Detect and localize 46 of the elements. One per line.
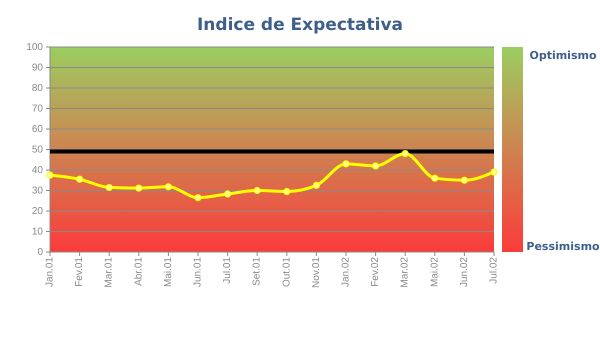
y-tick-label: 100 bbox=[26, 42, 44, 54]
x-tick-label: Set.01 bbox=[252, 256, 263, 286]
point bbox=[402, 150, 409, 158]
x-tick-label: Jun.01 bbox=[192, 256, 204, 288]
text: Pessimismo bbox=[526, 240, 600, 253]
chart-title: Indice de Expectativa bbox=[196, 15, 404, 35]
point bbox=[46, 172, 54, 179]
x-tick-label: Jan.02 bbox=[340, 256, 352, 288]
point bbox=[194, 194, 202, 202]
point bbox=[254, 186, 261, 194]
x-tick-label: Abr.01 bbox=[133, 256, 144, 286]
x-tick-label: Out.01 bbox=[281, 256, 292, 288]
x-tick-label: Jun.02 bbox=[458, 256, 470, 288]
point bbox=[135, 184, 142, 192]
y-tick-label: 70 bbox=[32, 104, 44, 115]
y-tick-label: 0 bbox=[37, 247, 44, 258]
point bbox=[224, 190, 232, 198]
x-tick-label: Fev.02 bbox=[370, 256, 382, 287]
point bbox=[460, 176, 468, 184]
point bbox=[342, 160, 350, 168]
point bbox=[76, 176, 84, 183]
y-tick-label: 20 bbox=[32, 206, 44, 218]
y-tick-label: 10 bbox=[32, 226, 44, 238]
point bbox=[312, 182, 320, 189]
point bbox=[431, 174, 438, 182]
point bbox=[490, 168, 498, 176]
y-tick-label: 30 bbox=[32, 186, 44, 197]
x-tick-label: Nov.01 bbox=[310, 256, 322, 288]
x-tick-label: Jul.02 bbox=[488, 256, 500, 284]
x-tick-label: Mar.02 bbox=[400, 256, 411, 288]
x-tick-label: Fev.01 bbox=[74, 256, 86, 287]
x-tick-label: Jan.01 bbox=[44, 256, 56, 288]
point bbox=[283, 188, 290, 196]
y-tick-label: 60 bbox=[32, 124, 44, 136]
x-tick-label: Mar.01 bbox=[104, 256, 115, 288]
x-tick-label: Jul.01 bbox=[222, 256, 234, 284]
point bbox=[164, 183, 172, 190]
y-tick-label: 50 bbox=[32, 144, 44, 156]
y-tick-label: 80 bbox=[32, 83, 44, 94]
point bbox=[372, 162, 380, 170]
x-tick-label: Mai.02 bbox=[429, 256, 440, 288]
y-tick-label: 40 bbox=[32, 165, 44, 176]
point bbox=[106, 184, 113, 192]
x-tick-label: Mai.01 bbox=[162, 256, 174, 288]
text: Optimismo bbox=[529, 49, 597, 62]
y-tick-label: 90 bbox=[32, 62, 44, 74]
